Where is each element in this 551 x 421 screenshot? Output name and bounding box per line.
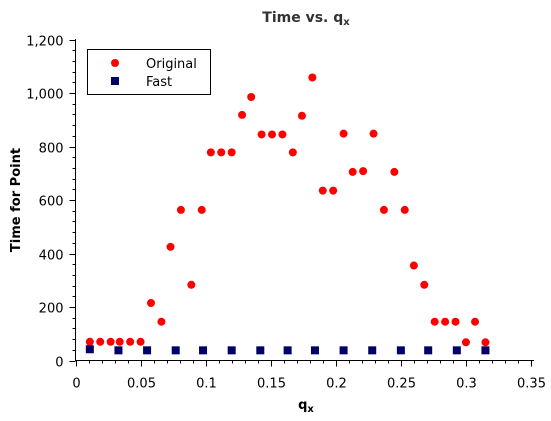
- data-point-original: [390, 167, 399, 176]
- data-point-original: [268, 130, 277, 139]
- data-point-original: [217, 148, 226, 157]
- data-point-fast: [424, 346, 433, 355]
- data-point-original: [471, 317, 480, 326]
- data-point-original: [146, 298, 155, 307]
- series-fast: [85, 345, 490, 355]
- x-axis-label-subscript: x: [307, 404, 314, 415]
- x-tick-label: 0: [72, 377, 80, 392]
- data-point-original: [238, 110, 247, 119]
- x-tick-label: 0.35: [517, 377, 546, 392]
- y-tick-label: 800: [39, 142, 64, 157]
- data-point-fast: [481, 346, 490, 355]
- chart-title-subscript: x: [343, 17, 350, 28]
- data-point-original: [461, 338, 470, 347]
- data-point-fast: [227, 346, 236, 355]
- data-point-original: [339, 129, 348, 138]
- data-point-original: [348, 167, 357, 176]
- data-point-original: [420, 280, 429, 289]
- data-point-original: [257, 130, 266, 139]
- data-points: [85, 73, 490, 355]
- data-point-original: [247, 93, 256, 102]
- data-point-fast: [339, 346, 348, 355]
- data-point-original: [197, 205, 206, 214]
- data-point-fast: [368, 346, 377, 355]
- data-point-fast: [310, 346, 319, 355]
- data-point-original: [329, 186, 338, 195]
- data-point-original: [85, 337, 94, 346]
- legend-box: [87, 49, 211, 95]
- data-point-original: [206, 148, 215, 157]
- data-point-original: [400, 205, 409, 214]
- data-point-original: [96, 337, 105, 346]
- data-point-fast: [114, 346, 123, 355]
- data-point-original: [297, 111, 306, 120]
- data-point-original: [318, 186, 327, 195]
- x-tick-label: 0.05: [127, 377, 156, 392]
- data-point-original: [187, 280, 196, 289]
- data-point-original: [157, 317, 166, 326]
- y-tick-label: 0: [55, 356, 63, 371]
- x-axis-ticks: 0 0.05 0.1 0.15 0.2 0.25 0.3 0.35: [72, 360, 546, 392]
- legend: Original Fast: [87, 49, 211, 95]
- data-point-fast: [199, 346, 208, 355]
- legend-label-fast: Fast: [146, 75, 172, 90]
- data-point-original: [359, 167, 368, 176]
- chart-title-main: Time vs. q: [262, 10, 343, 26]
- data-point-original: [409, 261, 418, 270]
- y-tick-label: 600: [39, 195, 64, 210]
- x-tick-label: 0.2: [326, 377, 347, 392]
- data-point-original: [126, 337, 135, 346]
- data-point-fast: [283, 346, 292, 355]
- data-point-original: [379, 205, 388, 214]
- x-tick-label: 0.25: [387, 377, 416, 392]
- x-axis-label-main: q: [298, 398, 307, 413]
- data-point-original: [451, 317, 460, 326]
- data-point-original: [278, 130, 287, 139]
- data-point-original: [441, 317, 450, 326]
- data-point-original: [176, 205, 185, 214]
- chart-title: Time vs. qx: [262, 10, 350, 28]
- data-point-original: [115, 337, 124, 346]
- data-point-fast: [143, 346, 152, 355]
- data-point-fast: [85, 345, 94, 354]
- y-tick-label: 1,000: [26, 88, 63, 103]
- x-tick-label: 0.3: [456, 377, 477, 392]
- y-axis-ticks: 0 200 400 600 800 1,000 1,200: [26, 35, 76, 371]
- data-point-original: [227, 148, 236, 157]
- data-point-fast: [452, 346, 461, 355]
- series-original: [85, 73, 490, 347]
- data-point-fast: [396, 346, 405, 355]
- legend-marker-original: [111, 59, 119, 67]
- data-point-fast: [171, 346, 180, 355]
- y-tick-label: 200: [39, 302, 64, 317]
- data-point-fast: [256, 346, 265, 355]
- data-point-original: [481, 338, 490, 347]
- data-point-original: [430, 317, 439, 326]
- legend-marker-fast: [111, 77, 119, 85]
- y-tick-label: 1,200: [26, 35, 63, 50]
- x-axis-label: qx: [298, 398, 314, 415]
- data-point-original: [369, 129, 378, 138]
- y-axis-label: Time for Point: [9, 148, 24, 252]
- x-tick-label: 0.1: [196, 377, 217, 392]
- data-point-original: [166, 242, 175, 251]
- data-point-original: [308, 73, 317, 82]
- y-tick-label: 400: [39, 249, 64, 264]
- x-tick-label: 0.15: [257, 377, 286, 392]
- data-point-original: [106, 337, 115, 346]
- data-point-original: [136, 337, 145, 346]
- data-point-original: [288, 148, 297, 157]
- legend-label-original: Original: [146, 57, 197, 72]
